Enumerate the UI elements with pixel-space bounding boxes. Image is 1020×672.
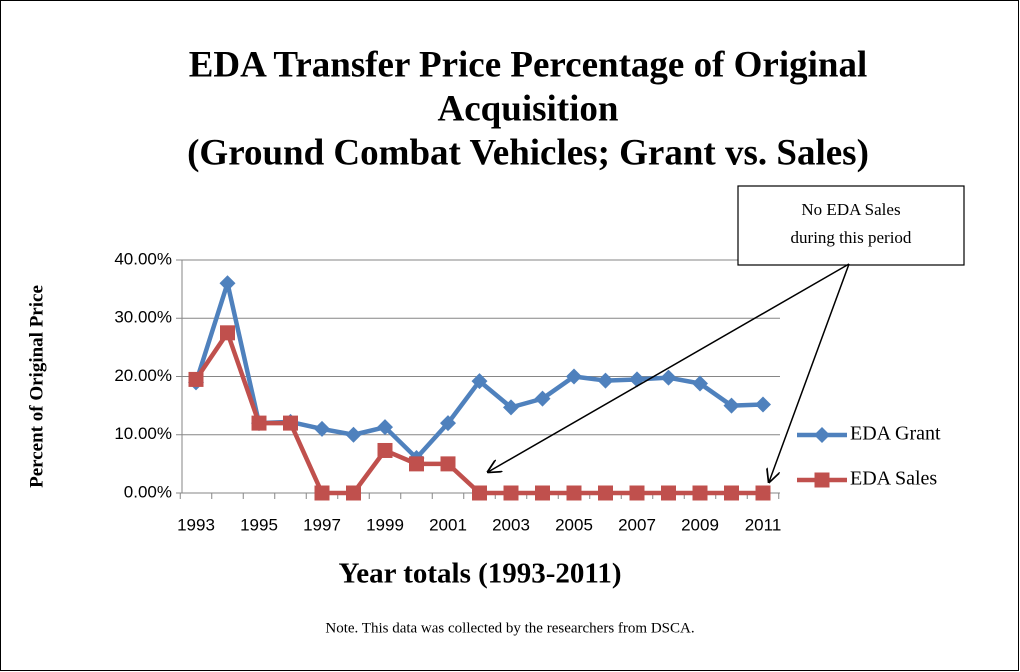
point <box>566 485 582 501</box>
point <box>692 375 708 392</box>
annotation-arrow <box>769 263 850 482</box>
point <box>346 485 361 501</box>
point <box>471 373 488 390</box>
legend-label: EDA Sales <box>850 468 937 490</box>
x-tick-label: 1997 <box>303 515 341 534</box>
point <box>755 396 771 413</box>
point <box>345 426 362 443</box>
y-tick-label: 0.00% <box>124 482 172 501</box>
x-tick-label: 2003 <box>492 515 530 534</box>
chart-title: EDA Transfer Price Percentage of Origina… <box>189 44 868 85</box>
chart-title: Acquisition <box>438 88 619 129</box>
point <box>377 419 393 436</box>
point <box>220 325 235 341</box>
point <box>598 485 613 501</box>
point <box>629 485 645 501</box>
point <box>534 390 551 407</box>
point <box>283 415 298 431</box>
point <box>377 442 393 458</box>
legend-label: EDA Grant <box>850 423 941 445</box>
annotation-text: during this period <box>791 228 912 247</box>
point <box>692 485 708 501</box>
legend-marker <box>814 427 830 443</box>
chart-title: (Ground Combat Vehicles; Grant vs. Sales… <box>187 132 869 173</box>
point <box>188 371 204 387</box>
point <box>409 456 424 472</box>
point <box>440 415 456 432</box>
annotation-text: No EDA Sales <box>801 200 900 219</box>
point <box>503 485 519 501</box>
y-axis-label: Percent of Original Price <box>26 285 47 488</box>
point <box>566 368 582 385</box>
point <box>219 275 236 292</box>
y-tick-label: 40.00% <box>114 249 172 268</box>
x-tick-label: 2011 <box>745 515 782 534</box>
x-tick-label: 2009 <box>681 515 719 534</box>
point <box>724 485 739 501</box>
point <box>535 485 550 501</box>
y-tick-label: 30.00% <box>114 308 172 327</box>
y-tick-label: 10.00% <box>114 424 172 443</box>
x-tick-label: 1999 <box>366 515 404 534</box>
point <box>597 372 614 389</box>
point <box>661 485 676 501</box>
note: Note. This data was collected by the res… <box>325 620 694 636</box>
x-tick-label: 1993 <box>177 515 215 534</box>
point <box>314 485 330 501</box>
legend-marker <box>814 472 830 488</box>
point <box>472 485 487 501</box>
x-tick-label: 1995 <box>240 515 278 534</box>
point <box>660 369 677 386</box>
x-tick-label: 2001 <box>429 515 467 534</box>
x-tick-label: 2007 <box>618 515 656 534</box>
x-axis-label: Year totals (1993-2011) <box>339 558 622 590</box>
point <box>755 485 771 501</box>
point <box>723 397 740 414</box>
y-tick-label: 20.00% <box>114 366 172 385</box>
point <box>251 415 267 431</box>
point <box>440 456 456 472</box>
x-tick-label: 2005 <box>555 515 593 534</box>
annotation-arrow <box>488 263 850 472</box>
point <box>314 420 330 437</box>
annotation-box <box>737 185 965 266</box>
point <box>503 399 519 416</box>
